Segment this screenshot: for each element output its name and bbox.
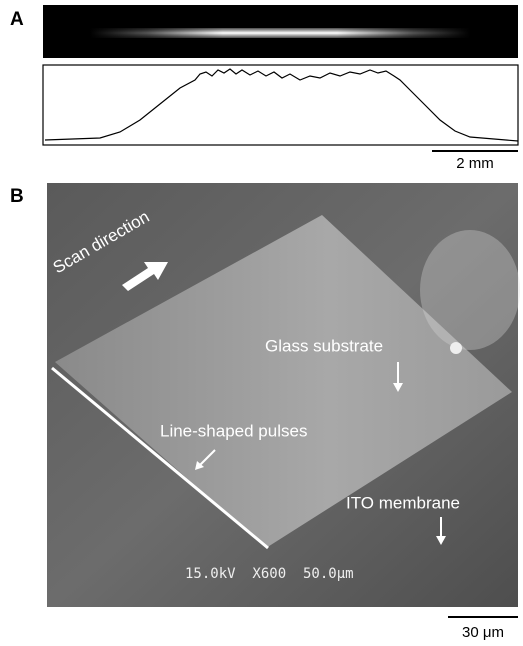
annotation: ITO membrane: [346, 493, 460, 512]
annotation: Line-shaped pulses: [160, 421, 307, 440]
scale-label: 30 μm: [462, 624, 504, 641]
beam-shade: [90, 26, 470, 40]
scale-label: 2 mm: [456, 155, 494, 172]
particle: [450, 342, 462, 354]
panel-label: B: [10, 186, 24, 207]
panel-label: A: [10, 9, 24, 30]
figure: A 2 mm B Scan direction Glass substrate …: [0, 0, 523, 646]
page: A 2 mm B Scan direction Glass substrate …: [0, 0, 523, 646]
glow: [420, 230, 520, 350]
annotation: Glass substrate: [265, 336, 383, 355]
instrument-text: 15.0kV X600 50.0μm: [185, 566, 354, 582]
